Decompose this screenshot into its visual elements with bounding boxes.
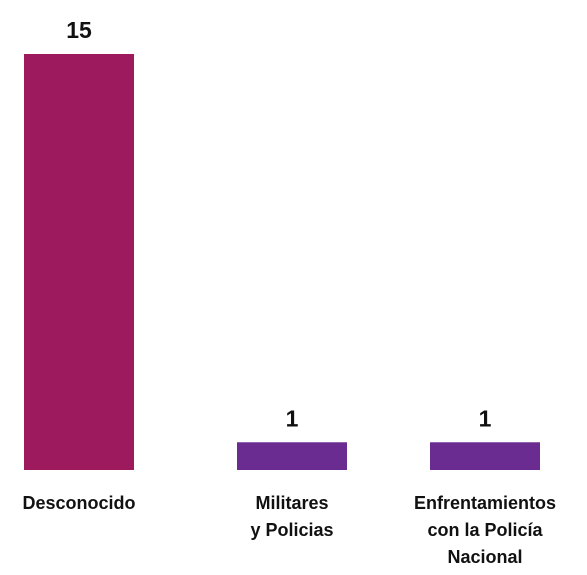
value-label-2: 1 — [479, 405, 492, 431]
value-label-1: 1 — [286, 405, 299, 431]
bar-1 — [237, 442, 347, 470]
category-label-2-line-2: Nacional — [447, 547, 522, 567]
category-label-1-line-0: Militares — [255, 493, 328, 513]
category-label-2-line-0: Enfrentamientos — [414, 493, 556, 513]
category-label-2-line-1: con la Policía — [427, 520, 543, 540]
value-label-0: 15 — [66, 17, 92, 43]
category-label-1-line-1: y Policias — [250, 520, 333, 540]
category-label-0-line-0: Desconocido — [22, 493, 135, 513]
bar-0 — [24, 54, 134, 470]
category-label-2: Enfrentamientos con la Policía Nacional — [414, 493, 556, 567]
category-label-0: Desconocido — [22, 493, 135, 513]
category-label-1: Militares y Policias — [250, 493, 333, 540]
bar-2 — [430, 442, 540, 470]
